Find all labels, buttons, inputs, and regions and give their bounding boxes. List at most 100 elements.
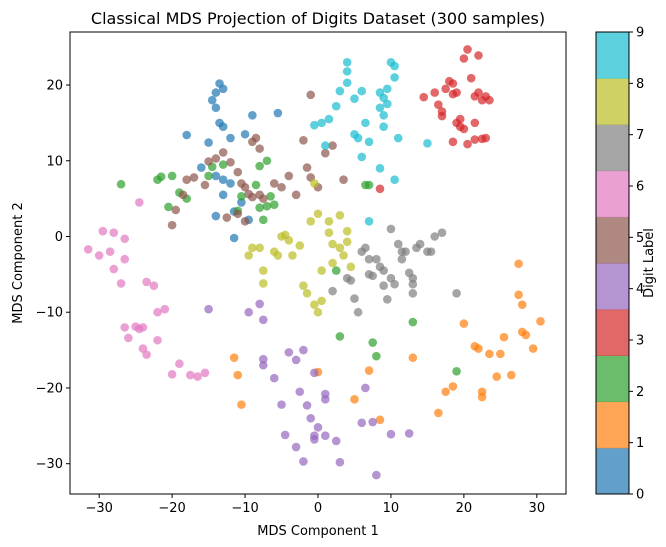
data-point-digit-8	[244, 251, 254, 260]
data-point-digit-6	[186, 370, 195, 380]
data-point-digit-8	[273, 251, 283, 260]
x-tick-label: −30	[85, 501, 112, 516]
data-point-digit-7	[386, 224, 396, 234]
data-point-digit-5	[277, 182, 286, 192]
data-point-digit-3	[452, 88, 461, 97]
data-point-digit-9	[331, 101, 341, 111]
data-point-digit-2	[408, 317, 418, 327]
data-point-digit-3	[474, 88, 483, 97]
data-point-digit-6	[120, 323, 130, 332]
data-point-digit-9	[310, 120, 319, 130]
x-axis-label: MDS Component 1	[257, 524, 379, 539]
colorbar-tick-label: 8	[636, 77, 644, 92]
data-point-digit-8	[302, 288, 312, 298]
data-point-digit-9	[317, 118, 326, 128]
data-point-digit-7	[350, 294, 359, 303]
data-point-digit-6	[193, 372, 202, 381]
colorbar-tick-label: 1	[636, 436, 644, 451]
data-point-digit-5	[284, 171, 294, 181]
data-point-digit-3	[474, 51, 483, 60]
data-point-digit-8	[342, 237, 352, 247]
data-point-digit-3	[470, 118, 480, 128]
data-point-digit-4	[258, 360, 268, 370]
colorbar-tick-label: 3	[636, 334, 644, 349]
data-point-digit-7	[361, 243, 370, 253]
data-point-digit-6	[142, 350, 151, 359]
data-point-digit-4	[299, 345, 308, 355]
data-point-digit-3	[459, 54, 469, 63]
data-point-digit-8	[313, 209, 323, 219]
data-point-digit-9	[350, 129, 359, 139]
data-point-digit-3	[448, 137, 458, 147]
data-point-digit-7	[393, 239, 403, 249]
data-point-digit-4	[368, 417, 378, 427]
data-point-digit-2	[368, 338, 378, 347]
data-point-digit-9	[382, 84, 392, 94]
data-point-digit-8	[295, 241, 305, 250]
data-point-digit-9	[375, 103, 385, 113]
data-point-digit-8	[288, 251, 297, 260]
data-point-digit-0	[218, 175, 228, 184]
data-point-digit-3	[459, 124, 469, 134]
data-point-digit-2	[262, 156, 272, 166]
data-point-digit-6	[134, 198, 144, 207]
colorbar-tick-label: 9	[636, 26, 644, 41]
data-point-digit-6	[94, 251, 104, 260]
data-point-digit-6	[109, 264, 119, 274]
data-point-digit-5	[240, 182, 250, 192]
data-point-digit-5	[233, 209, 243, 219]
data-point-digit-9	[375, 164, 385, 173]
data-point-digit-2	[237, 192, 246, 201]
data-point-digit-2	[251, 180, 261, 190]
data-point-digit-1	[506, 370, 516, 380]
data-point-digit-4	[320, 389, 330, 399]
data-point-digit-1	[514, 259, 523, 269]
data-point-digit-3	[463, 45, 472, 54]
data-point-digit-4	[258, 315, 268, 325]
data-point-digit-0	[211, 103, 221, 113]
data-point-digit-5	[211, 154, 221, 163]
data-point-digit-8	[328, 239, 337, 249]
data-point-digit-6	[120, 254, 130, 264]
data-point-digit-8	[310, 300, 319, 309]
data-point-digit-6	[98, 226, 108, 236]
data-point-digit-5	[167, 220, 177, 230]
data-point-digit-0	[226, 133, 235, 143]
data-point-digit-9	[324, 114, 334, 124]
data-point-digit-7	[437, 228, 447, 238]
data-point-digit-8	[255, 243, 264, 253]
data-point-digit-3	[448, 79, 458, 88]
data-point-digit-3	[441, 84, 450, 94]
data-point-digit-8	[324, 228, 334, 238]
data-point-digit-0	[237, 198, 246, 207]
data-point-digit-6	[153, 307, 162, 317]
data-point-digit-5	[240, 217, 250, 226]
x-tick-label: −20	[158, 501, 185, 516]
data-point-digit-3	[419, 92, 429, 102]
data-point-digit-7	[382, 295, 392, 304]
data-point-digit-7	[372, 254, 381, 264]
colorbar-frame	[595, 31, 630, 495]
data-point-digit-2	[262, 201, 272, 211]
chart-title: Classical MDS Projection of Digits Datas…	[91, 9, 545, 28]
data-point-digit-4	[255, 299, 264, 309]
data-point-digit-1	[485, 349, 494, 359]
data-point-digit-2	[204, 171, 213, 181]
colorbar-label: Digit Label	[642, 228, 657, 298]
x-tick-label: 10	[383, 501, 400, 516]
data-point-digit-2	[372, 351, 381, 361]
data-point-digit-1	[521, 330, 531, 340]
data-point-digit-4	[258, 354, 268, 364]
data-point-digit-7	[401, 247, 410, 256]
data-point-digit-5	[222, 213, 232, 222]
data-point-digit-9	[335, 86, 345, 96]
data-point-digit-1	[408, 353, 418, 362]
data-point-digit-5	[251, 133, 261, 143]
data-point-digit-1	[517, 300, 527, 309]
colorbar-segment	[596, 32, 629, 79]
data-point-digit-1	[496, 349, 505, 359]
data-point-digit-4	[310, 368, 319, 378]
colorbar-segment	[596, 447, 629, 495]
data-point-digit-6	[200, 368, 210, 378]
data-point-digit-5	[248, 192, 257, 202]
